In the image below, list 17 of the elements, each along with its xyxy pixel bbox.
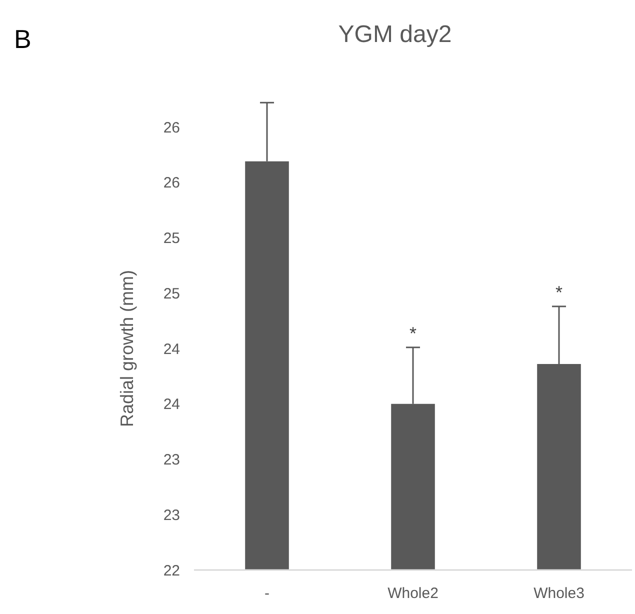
y-tick-label: 25 bbox=[163, 230, 180, 247]
y-tick-label: 22 bbox=[163, 562, 180, 580]
annotation: * bbox=[409, 323, 417, 344]
x-tick-label: - bbox=[264, 585, 270, 602]
annotation: * bbox=[555, 282, 563, 302]
y-tick-label: 24 bbox=[163, 396, 180, 414]
y-axis-title: Radial growth (mm) bbox=[117, 270, 137, 428]
text: B bbox=[14, 24, 32, 54]
y-tick-label: 25 bbox=[163, 285, 180, 302]
y-tick-label: 26 bbox=[163, 174, 180, 192]
y-tick-label: 26 bbox=[163, 119, 180, 136]
y-tick-label: 23 bbox=[163, 506, 180, 524]
x-tick-label: Whole3 bbox=[534, 585, 584, 602]
y-tick-label: 24 bbox=[163, 340, 180, 358]
chart-title: YGM day2 bbox=[338, 21, 452, 48]
y-tick-label: 23 bbox=[163, 452, 180, 468]
x-tick-label: Whole2 bbox=[388, 585, 438, 602]
